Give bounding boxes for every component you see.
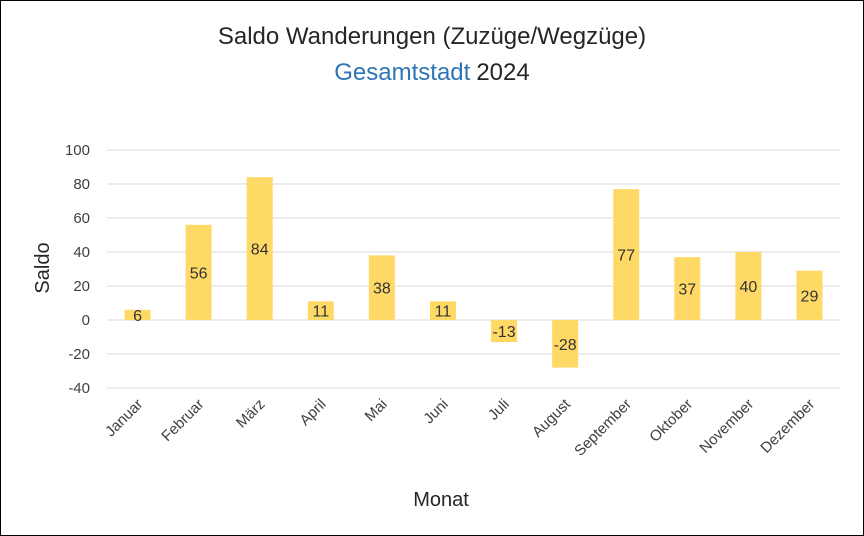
y-tick-label: -20 [68,346,90,363]
chart-title: Saldo Wanderungen (Zuzüge/Wegzüge) [218,23,646,50]
x-tick-label: Januar [102,396,146,440]
bars [124,177,823,368]
y-tick-label: 100 [65,142,90,159]
bar [185,224,212,320]
x-tick-label: Oktober [646,396,696,446]
x-tick-label: März [233,396,269,432]
x-tick-label: August [529,395,575,441]
y-tick-label: 60 [73,210,90,227]
bar [674,257,701,320]
bar-value-label: 38 [373,281,391,298]
bar [124,309,151,320]
x-tick-label: Mai [362,396,391,425]
x-tick-label: Juni [420,396,451,427]
bar [735,252,762,320]
bar [307,301,334,320]
bar [613,189,640,320]
y-axis-label: Saldo [32,242,54,293]
gridlines [107,149,840,389]
bar-value-label: 56 [190,265,208,282]
bar [552,320,579,368]
y-tick-label: 20 [73,278,90,295]
x-tick-label: April [296,396,329,429]
bar-value-label: 11 [312,304,329,321]
y-tick-label: 0 [82,312,90,329]
bar [429,301,456,320]
x-tick-label: Juli [485,396,513,424]
y-axis-ticks: 100 80 60 40 20 0 -20 -40 [65,142,90,397]
x-axis-ticks: Januar Februar März April Mai Juni Juli AugustS… [102,395,818,459]
x-tick-label: September [571,396,635,460]
bar-value-label: 84 [251,242,269,259]
x-tick-label: Februar [158,396,207,445]
chart-subtitle: Gesamtstadt 2024 [334,59,529,86]
bar [368,255,395,320]
y-tick-label: 80 [73,176,90,193]
bar [491,320,518,343]
x-axis-label: Monat [413,489,469,511]
bar-value-label: 40 [739,279,757,296]
x-tick-label: Dezember [757,396,818,457]
bar [796,270,823,320]
y-tick-label: -40 [68,380,90,397]
bar-value-label: 77 [617,248,635,265]
bar-value-label: 37 [678,282,696,299]
bar-value-label: 29 [801,288,819,305]
bar-value-label: -13 [492,324,515,341]
bar-value-label: -28 [554,337,577,354]
bar [246,177,273,320]
y-tick-label: 40 [73,244,90,261]
chart-subtitle-year: 2024 [476,59,529,86]
data-labels: 6 56 84 11 38 11 -13 -28 77 37 40 29 [133,242,818,354]
chart-subtitle-region: Gesamtstadt [334,59,470,86]
x-tick-label: November [696,396,757,457]
bar-value-label: 11 [435,304,452,321]
bar-value-label: 6 [133,308,142,325]
